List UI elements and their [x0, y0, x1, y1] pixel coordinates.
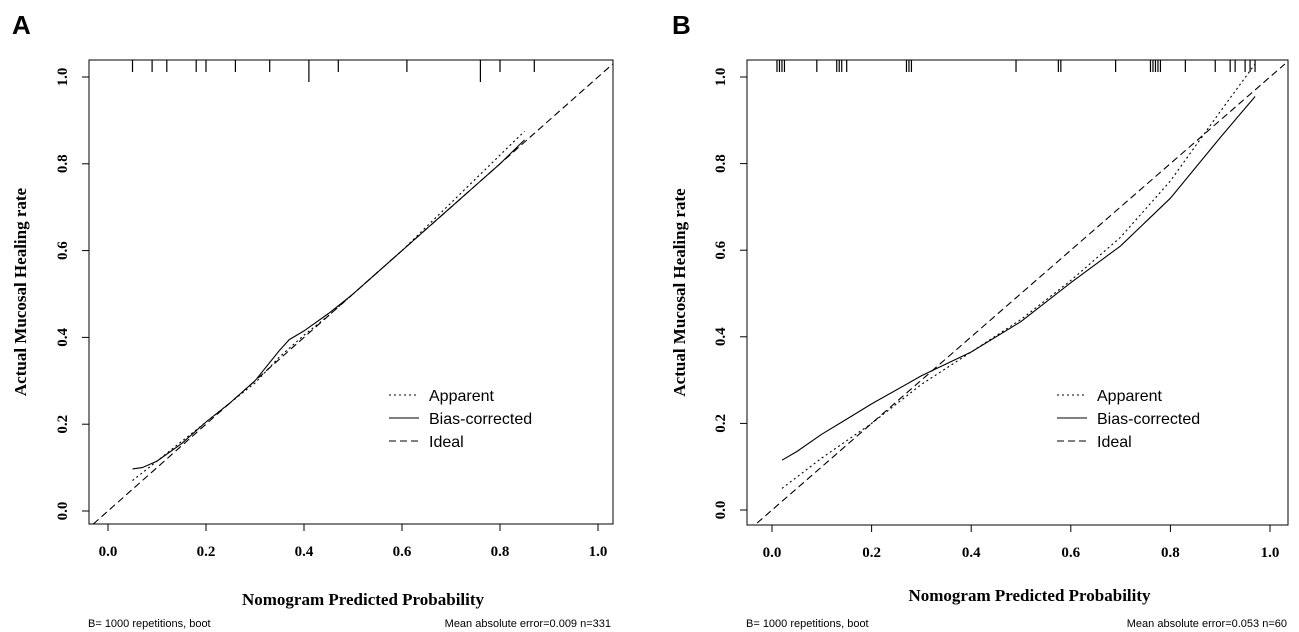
- footnote-repetitions: B= 1000 repetitions, boot: [746, 618, 869, 630]
- x-tick-label: 0.6: [393, 544, 412, 560]
- legend-label: Apparent: [429, 388, 494, 405]
- legend: Apparent Bias-corrected Ideal: [1057, 388, 1200, 451]
- footnote-mean-absolute-error: Mean absolute error=0.009 n=331: [445, 618, 611, 630]
- y-tick-label: 0.2: [713, 414, 729, 433]
- x-tick-label: 0.6: [1061, 545, 1080, 561]
- series-line-apparent: [781, 63, 1256, 489]
- x-tick-label: 0.2: [862, 545, 881, 561]
- x-axis-title: Nomogram Predicted Probability: [908, 586, 1151, 605]
- legend-label: Ideal: [429, 434, 464, 451]
- y-axis-title: Actual Mucosal Healing rate: [670, 188, 689, 397]
- y-tick-label: 0.4: [55, 328, 71, 347]
- y-tick-label: 1.0: [713, 68, 729, 87]
- y-tick-label: 0.8: [55, 154, 71, 173]
- x-tick-label: 1.0: [589, 544, 608, 560]
- x-tick-label: 0.0: [763, 545, 782, 561]
- y-tick-label: 0.4: [713, 327, 729, 346]
- x-tick-label: 1.0: [1261, 545, 1280, 561]
- legend: Apparent Bias-corrected Ideal: [389, 388, 532, 451]
- x-tick-label: 0.0: [99, 544, 118, 560]
- y-tick-label: 0.2: [55, 415, 71, 434]
- x-tick-label: 0.4: [962, 545, 981, 561]
- series-line-ideal: [92, 63, 613, 524]
- panel-letter: B: [672, 10, 691, 40]
- x-tick-label: 0.8: [1161, 545, 1180, 561]
- y-axis-title: Actual Mucosal Healing rate: [11, 187, 30, 396]
- calibration-panel-b: B 0.0 0.2 0.4 0.6 0.8 1.0 0.0 0.2 0.4 0.6 0.8 1.0 Nom…: [670, 10, 1289, 630]
- footnote-mean-absolute-error: Mean absolute error=0.053 n=60: [1127, 618, 1287, 630]
- x-tick-label: 0.2: [197, 544, 216, 560]
- y-tick-label: 0.6: [55, 241, 71, 260]
- panel-letter: A: [12, 10, 31, 40]
- y-tick-label: 0.8: [713, 154, 729, 173]
- series-line-ideal: [756, 63, 1286, 524]
- series-line-apparent: [132, 130, 525, 482]
- x-axis-title: Nomogram Predicted Probability: [242, 590, 485, 609]
- series-line-bias-corrected: [781, 96, 1256, 461]
- y-tick-label: 0.0: [713, 501, 729, 520]
- legend-label: Apparent: [1097, 388, 1162, 405]
- plot-frame: [88, 59, 614, 525]
- y-tick-label: 0.6: [713, 240, 729, 259]
- y-tick-label: 0.0: [55, 502, 71, 521]
- calibration-panel-a: A 0.0 0.2 0.4 0.6 0.8 1.0 0.0 0.2 0.4 0.6 0.8 1.0 Nom…: [11, 10, 614, 630]
- legend-label: Ideal: [1097, 434, 1132, 451]
- rug-ticks: [776, 60, 1256, 72]
- x-tick-label: 0.4: [295, 544, 314, 560]
- plot-frame: [746, 59, 1289, 526]
- y-tick-label: 1.0: [55, 68, 71, 87]
- legend-label: Bias-corrected: [429, 411, 532, 428]
- legend-label: Bias-corrected: [1097, 411, 1200, 428]
- x-tick-label: 0.8: [491, 544, 510, 560]
- footnote-repetitions: B= 1000 repetitions, boot: [88, 618, 211, 630]
- rug-ticks: [131, 60, 535, 82]
